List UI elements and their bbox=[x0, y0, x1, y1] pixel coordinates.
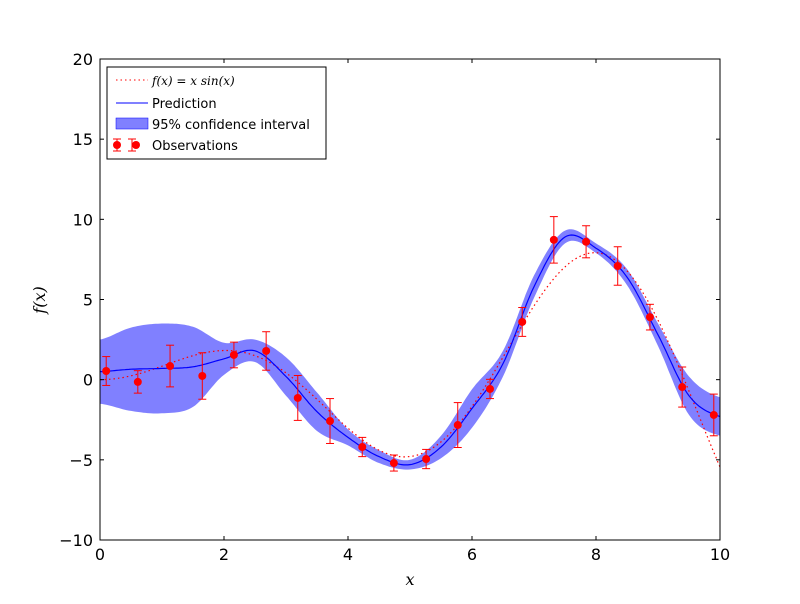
x-tick-label: 6 bbox=[467, 545, 477, 564]
observation-point bbox=[709, 410, 718, 419]
observation-point bbox=[518, 317, 527, 326]
observation-point bbox=[358, 443, 367, 452]
observation-point bbox=[262, 346, 271, 355]
observation-point bbox=[645, 313, 654, 322]
legend-confidence-swatch bbox=[115, 117, 149, 130]
observation-point bbox=[229, 350, 238, 359]
ticks: 0 2 4 6 8 10 −10 −5 0 5 10 15 20 bbox=[59, 50, 730, 564]
x-tick-label: 0 bbox=[95, 545, 105, 564]
y-tick-label: 5 bbox=[83, 291, 93, 310]
x-axis-label: x bbox=[405, 570, 414, 589]
y-tick-label: 10 bbox=[73, 210, 93, 229]
legend: f(x) = x sin(x) Prediction 95% confidenc… bbox=[106, 66, 327, 160]
observation-point bbox=[102, 367, 111, 376]
y-tick-label: 15 bbox=[73, 130, 93, 149]
series-group bbox=[100, 216, 720, 472]
y-tick-label: −10 bbox=[59, 531, 93, 550]
legend-observations-label: Observations bbox=[152, 139, 238, 154]
observation-point bbox=[198, 371, 207, 380]
plot-area bbox=[100, 216, 720, 472]
y-tick-label: 20 bbox=[73, 50, 93, 69]
observation-point bbox=[678, 383, 687, 392]
x-tick-label: 4 bbox=[343, 545, 353, 564]
observation-point bbox=[582, 237, 591, 246]
y-axis-label: f(x) bbox=[30, 286, 49, 314]
observation-point bbox=[293, 393, 302, 402]
observation-point bbox=[549, 235, 558, 244]
observation-point bbox=[166, 362, 175, 371]
legend-confidence-label: 95% confidence interval bbox=[152, 118, 310, 133]
observation-point bbox=[453, 421, 462, 430]
y-tick-label: 0 bbox=[83, 371, 93, 390]
observation-point bbox=[133, 377, 142, 386]
observation-point bbox=[326, 417, 335, 426]
y-tick-label: −5 bbox=[69, 451, 93, 470]
observation-point bbox=[389, 459, 398, 468]
legend-prediction-label: Prediction bbox=[152, 97, 217, 112]
observation-point bbox=[422, 455, 431, 464]
legend-true-function-label: f(x) = x sin(x) bbox=[151, 74, 235, 88]
x-tick-label: 8 bbox=[591, 545, 601, 564]
x-tick-label: 2 bbox=[219, 545, 229, 564]
x-tick-label: 10 bbox=[710, 545, 730, 564]
observation-point bbox=[613, 261, 622, 270]
confidence-interval-band bbox=[100, 229, 720, 470]
observation-point bbox=[485, 384, 494, 393]
